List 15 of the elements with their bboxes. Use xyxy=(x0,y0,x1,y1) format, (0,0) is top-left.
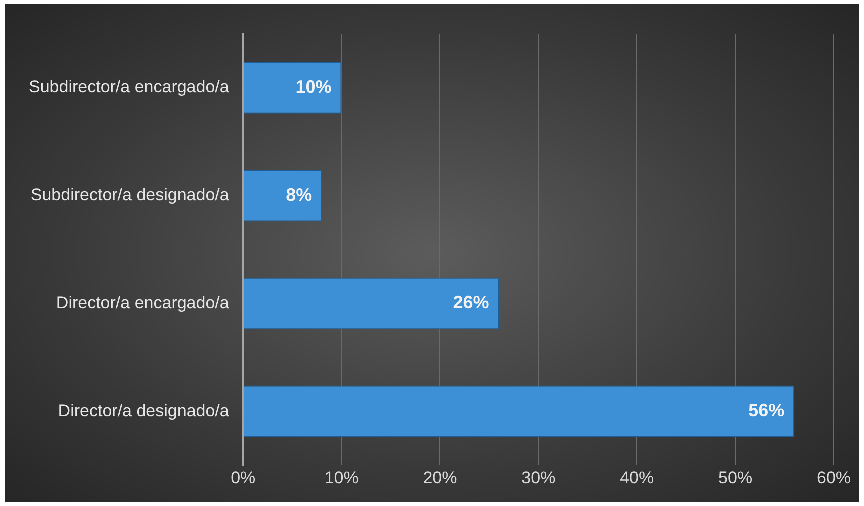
x-tick-label: 30% xyxy=(522,468,556,488)
x-tick-label: 10% xyxy=(324,468,359,488)
x-tick-label: 50% xyxy=(718,468,753,488)
y-tick-label: Subdirector/a designado/a xyxy=(30,186,230,205)
y-tick-label: Director/a encargado/a xyxy=(56,293,230,312)
x-tick-label: 0% xyxy=(231,468,256,488)
data-label: 10% xyxy=(296,76,332,97)
x-tick-label: 40% xyxy=(620,468,654,488)
x-tick-label: 20% xyxy=(423,468,458,488)
data-label: 26% xyxy=(453,292,490,313)
data-label: 8% xyxy=(286,184,312,205)
y-tick-label: Director/a designado/a xyxy=(58,401,230,420)
x-tick-label: 60% xyxy=(816,468,852,488)
data-label: 56% xyxy=(748,400,785,421)
y-tick-label: Subdirector/a encargado/a xyxy=(28,78,230,97)
